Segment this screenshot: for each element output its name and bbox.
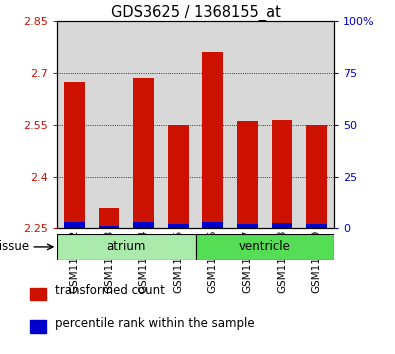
Bar	[99, 226, 120, 228]
Bar	[92, 21, 126, 228]
Bar	[237, 121, 258, 228]
Bar	[134, 222, 154, 228]
Bar	[168, 125, 189, 228]
Bar	[168, 224, 189, 228]
Bar	[196, 234, 334, 260]
Bar	[299, 21, 334, 228]
Bar	[272, 120, 292, 228]
Bar	[203, 222, 223, 228]
Bar	[203, 52, 223, 228]
Bar	[265, 21, 299, 228]
Bar	[161, 21, 196, 228]
Bar	[230, 21, 265, 228]
Bar	[64, 222, 85, 228]
Bar	[57, 21, 92, 228]
Bar	[126, 21, 161, 228]
Bar	[64, 82, 85, 228]
Bar	[99, 208, 120, 228]
Bar	[272, 223, 292, 228]
Bar	[306, 125, 327, 228]
Text: percentile rank within the sample: percentile rank within the sample	[55, 317, 255, 330]
Bar	[30, 320, 46, 333]
Bar	[237, 224, 258, 228]
Bar	[306, 224, 327, 228]
Text: transformed count: transformed count	[55, 284, 165, 297]
Bar	[30, 288, 46, 300]
Text: ventricle: ventricle	[239, 240, 291, 253]
Text: atrium: atrium	[107, 240, 146, 253]
Bar	[134, 78, 154, 228]
Text: tissue: tissue	[0, 240, 30, 253]
Bar	[196, 21, 230, 228]
Title: GDS3625 / 1368155_at: GDS3625 / 1368155_at	[111, 5, 280, 21]
Bar	[57, 234, 196, 260]
